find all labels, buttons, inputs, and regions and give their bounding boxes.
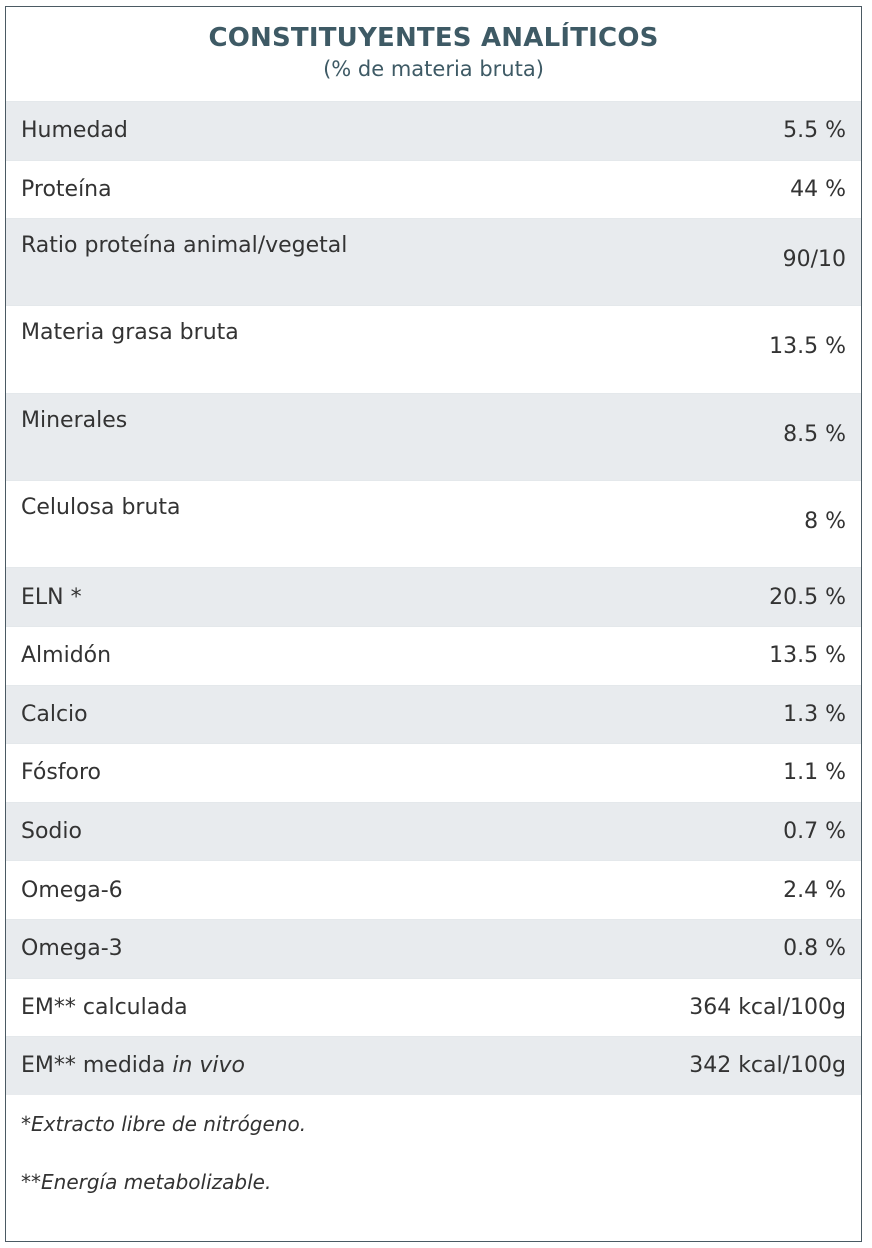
row-value: 342 kcal/100g bbox=[689, 1053, 846, 1079]
row-value: 44 % bbox=[790, 176, 846, 202]
analytical-constituents-table: CONSTITUYENTES ANALÍTICOS (% de materia … bbox=[5, 6, 862, 1242]
table-row-sodio: Sodio 0.7 % bbox=[6, 801, 861, 861]
row-value: 1.3 % bbox=[783, 701, 846, 727]
row-label: ELN * bbox=[21, 584, 82, 610]
row-value: 90/10 bbox=[782, 247, 846, 273]
table-subtitle: (% de materia bruta) bbox=[323, 57, 544, 81]
footnote-eln: *Extracto libre de nitrógeno. bbox=[21, 1111, 307, 1136]
row-value: 0.8 % bbox=[783, 936, 846, 962]
row-value: 20.5 % bbox=[769, 584, 846, 610]
row-value: 13.5 % bbox=[769, 643, 846, 669]
row-label: Sodio bbox=[21, 819, 82, 845]
row-label: Almidón bbox=[21, 643, 112, 669]
table-row-em-calculada: EM** calculada 364 kcal/100g bbox=[6, 977, 861, 1037]
row-label: Ratio proteína animal/vegetal bbox=[21, 233, 348, 259]
row-label: Fósforo bbox=[21, 760, 102, 786]
row-value: 5.5 % bbox=[783, 118, 846, 144]
row-value: 8 % bbox=[804, 509, 846, 535]
row-label-italic: in vivo bbox=[172, 1053, 246, 1079]
table-row-celulosa: Celulosa bruta 8 % bbox=[6, 480, 861, 567]
row-label: Omega-3 bbox=[21, 936, 123, 962]
table-header: CONSTITUYENTES ANALÍTICOS (% de materia … bbox=[6, 7, 861, 101]
table-row-ratio-proteina: Ratio proteína animal/vegetal 90/10 bbox=[6, 218, 861, 306]
row-label: Humedad bbox=[21, 118, 128, 144]
row-value: 2.4 % bbox=[783, 877, 846, 903]
row-value: 8.5 % bbox=[783, 421, 846, 447]
row-label: Minerales bbox=[21, 407, 128, 433]
table-row-proteina: Proteína 44 % bbox=[6, 159, 861, 219]
table-row-eln: ELN * 20.5 % bbox=[6, 567, 861, 626]
table-row-materia-grasa: Materia grasa bruta 13.5 % bbox=[6, 305, 861, 392]
table-row-calcio: Calcio 1.3 % bbox=[6, 684, 861, 744]
row-label: Omega-6 bbox=[21, 877, 123, 903]
row-value: 0.7 % bbox=[783, 819, 846, 845]
row-label: EM** calculada bbox=[21, 994, 188, 1020]
row-label: Calcio bbox=[21, 701, 88, 727]
table-row-almidon: Almidón 13.5 % bbox=[6, 625, 861, 685]
row-label: EM** medida in vivo bbox=[21, 1053, 245, 1078]
table-row-em-medida: EM** medida in vivo 342 kcal/100g bbox=[6, 1036, 861, 1095]
table-row-omega-3: Omega-3 0.8 % bbox=[6, 918, 861, 978]
table-row-fosforo: Fósforo 1.1 % bbox=[6, 743, 861, 802]
table-row-humedad: Humedad 5.5 % bbox=[6, 101, 861, 160]
row-label-prefix: EM** medida bbox=[21, 1053, 173, 1079]
footnotes: *Extracto libre de nitrógeno. **Energía … bbox=[6, 1095, 861, 1197]
table-row-minerales: Minerales 8.5 % bbox=[6, 392, 861, 481]
table-row-omega-6: Omega-6 2.4 % bbox=[6, 860, 861, 919]
row-label: Proteína bbox=[21, 176, 112, 202]
table-title: CONSTITUYENTES ANALÍTICOS bbox=[208, 23, 659, 53]
footnote-em: **Energía metabolizable. bbox=[21, 1169, 272, 1194]
row-value: 13.5 % bbox=[769, 334, 846, 360]
row-value: 1.1 % bbox=[783, 760, 846, 786]
row-label: Materia grasa bruta bbox=[21, 320, 239, 346]
row-label: Celulosa bruta bbox=[21, 495, 181, 521]
row-value: 364 kcal/100g bbox=[689, 994, 846, 1020]
